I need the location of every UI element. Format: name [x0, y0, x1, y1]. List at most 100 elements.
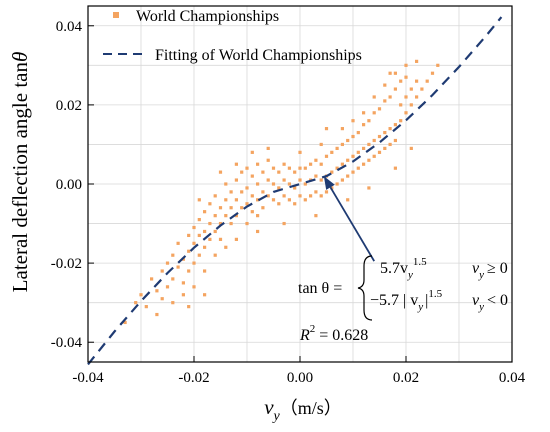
scatter-point: [404, 95, 408, 99]
scatter-point: [415, 95, 419, 99]
scatter-point: [356, 166, 360, 170]
equation-annotation: tan θ = 5.7vy1.5 vy ≥ 0 −5.7 | vy |1.5 vy <…: [298, 255, 508, 344]
r-squared-label: R2 = 0.628: [299, 323, 368, 344]
scatter-point: [229, 221, 233, 226]
scatter-point: [372, 154, 376, 158]
scatter-point: [160, 269, 164, 273]
scatter-point: [319, 178, 323, 182]
scatter-point: [203, 245, 207, 249]
scatter-point: [346, 158, 350, 162]
scatter-point: [340, 162, 344, 166]
y-tick-label: 0.04: [56, 19, 83, 35]
scatter-point: [372, 95, 376, 99]
scatter-point: [362, 111, 366, 115]
scatter-point: [256, 198, 260, 202]
scatter-point: [282, 178, 286, 182]
scatter-point: [213, 214, 217, 218]
scatter-point: [335, 166, 339, 170]
scatter-point: [187, 249, 191, 253]
scatter-point: [393, 166, 397, 170]
scatter-point: [266, 194, 270, 198]
scatter-point: [393, 138, 397, 143]
scatter-point: [425, 79, 429, 83]
scatter-point: [203, 293, 207, 297]
scatter-point: [377, 107, 382, 111]
scatter-point: [383, 83, 387, 87]
scatter-point: [256, 182, 260, 186]
scatter-point: [213, 253, 217, 257]
scatter-point: [187, 269, 191, 273]
scatter-point: [234, 214, 238, 218]
scatter-point: [213, 194, 217, 198]
scatter-point: [165, 261, 170, 265]
scatter-point: [197, 198, 201, 202]
scatter-point: [346, 198, 350, 202]
scatter-point: [229, 190, 233, 194]
scatter-point: [282, 221, 286, 226]
scatter-point: [399, 79, 403, 83]
scatter-point: [240, 190, 244, 194]
scatter-point: [314, 174, 318, 178]
scatter-point: [250, 210, 254, 214]
scatter-point: [234, 237, 238, 241]
equation-case1: 5.7vy1.5: [380, 256, 427, 281]
scatter-point: [324, 190, 329, 194]
scatter-point: [171, 301, 175, 305]
scatter-point: [293, 202, 297, 206]
scatter-point: [282, 194, 286, 198]
scatter-point: [351, 170, 355, 174]
fit-line: [87, 16, 503, 366]
scatter-point: [224, 245, 228, 249]
scatter-point: [362, 162, 366, 166]
scatter-point: [181, 281, 185, 285]
scatter-point: [298, 150, 302, 154]
axis-ticks: -0.04 -0.02 0.00 0.02 0.04 -0.04 -0.02 0.00 0.02…: [51, 19, 526, 386]
scatter-point: [192, 225, 196, 230]
scatter-point: [197, 218, 201, 222]
scatter-point: [224, 214, 228, 218]
scatter-point: [277, 202, 281, 206]
scatter-point: [160, 297, 164, 301]
scatter-point: [271, 198, 276, 202]
scatter-point: [335, 146, 339, 150]
equation-case2-condition: vy < 0: [472, 292, 508, 313]
scatter-point: [181, 293, 185, 297]
scatter-point: [324, 154, 329, 158]
scatter-point: [351, 154, 355, 158]
equation-prefix: tan θ =: [298, 280, 342, 297]
scatter-point: [404, 111, 408, 115]
scatter-point: [330, 170, 334, 174]
scatter-point: [134, 301, 138, 305]
scatter-point: [383, 146, 387, 150]
scatter-point: [351, 134, 355, 139]
scatter-point: [261, 206, 265, 210]
equation-case1-condition: vy ≥ 0: [472, 260, 508, 281]
scatter-point: [224, 198, 228, 202]
scatter-point: [277, 186, 281, 190]
scatter-point: [250, 194, 254, 198]
scatter-point: [155, 312, 159, 317]
scatter-point: [240, 206, 244, 210]
scatter-point: [356, 130, 360, 135]
scatter-point: [372, 111, 376, 115]
x-tick-label: 0.04: [499, 370, 526, 386]
scatter-point: [256, 229, 260, 234]
scatter-point: [277, 170, 281, 174]
scatter-point: [287, 182, 291, 186]
scatter-point: [393, 123, 397, 127]
scatter-point: [330, 150, 334, 154]
scatter-point: [266, 158, 270, 162]
legend-marker-scatter: [113, 12, 119, 18]
fit-line-layer: [87, 16, 503, 366]
scatter-point: [208, 221, 212, 226]
scatter-point: [393, 87, 397, 91]
scatter-point: [150, 277, 154, 281]
scatter-point: [319, 142, 323, 147]
scatter-point: [293, 186, 297, 190]
scatter-point: [298, 178, 302, 182]
scatter-point: [245, 221, 249, 226]
scatter-point: [409, 103, 413, 107]
scatter-point: [309, 194, 313, 198]
scatter-point: [256, 162, 260, 166]
scatter-point: [430, 71, 435, 75]
